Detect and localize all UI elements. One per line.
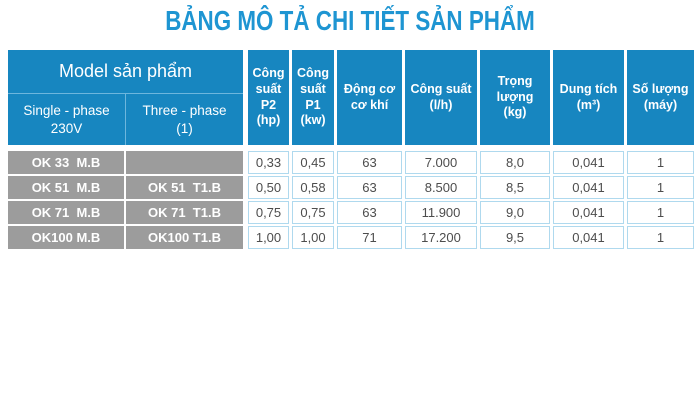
spec-body: 0,33 0,45 63 7.000 8,0 0,041 1 0,50 0,58…: [248, 151, 694, 249]
spec-value-cell: 8,5: [480, 176, 550, 199]
spec-value-cell: 0,041: [553, 226, 624, 249]
spec-value-cell: 0,041: [553, 201, 624, 224]
spec-value-cell: 1,00: [292, 226, 334, 249]
spec-value-cell: 0,45: [292, 151, 334, 174]
spec-value-cell: 1: [627, 176, 694, 199]
model-cell-single: OK 51 M.B: [8, 176, 124, 199]
spec-section: Công suất P2 (hp) Công suất P1 (kw) Động…: [248, 50, 694, 249]
column-header-three-phase: Three - phase (1): [125, 94, 243, 145]
spec-value-cell: 63: [337, 151, 402, 174]
table-row: OK100 M.B OK100 T1.B: [8, 226, 243, 249]
spec-value-cell: 11.900: [405, 201, 477, 224]
product-spec-table: Model sản phẩm Single - phase 230V Three…: [8, 50, 694, 253]
column-header-volume: Dung tích (m³): [553, 50, 624, 145]
model-rows: OK 33 M.B OK 51 M.B OK 51 T1.B OK 71 M.B…: [8, 151, 243, 249]
spec-value-cell: 1,00: [248, 226, 289, 249]
model-cell-single: OK100 M.B: [8, 226, 124, 249]
spec-value-cell: 63: [337, 176, 402, 199]
spec-header-row: Công suất P2 (hp) Công suất P1 (kw) Động…: [248, 50, 694, 145]
model-cell-three: OK 51 T1.B: [126, 176, 243, 199]
spec-value-cell: 0,75: [292, 201, 334, 224]
page-title: BẢNG MÔ TẢ CHI TIẾT SẢN PHẨM: [165, 5, 535, 36]
model-header-block: Model sản phẩm Single - phase 230V Three…: [8, 50, 243, 145]
spec-value-cell: 71: [337, 226, 402, 249]
table-row: OK 51 M.B OK 51 T1.B: [8, 176, 243, 199]
spec-value-cell: 1: [627, 151, 694, 174]
spec-value-cell: 17.200: [405, 226, 477, 249]
spec-value-cell: 8,0: [480, 151, 550, 174]
column-header-motor: Động cơ cơ khí: [337, 50, 402, 145]
spec-value-cell: 0,33: [248, 151, 289, 174]
spec-value-cell: 0,58: [292, 176, 334, 199]
model-cell-single: OK 33 M.B: [8, 151, 124, 174]
model-cell-three: OK100 T1.B: [126, 226, 243, 249]
column-header-power-p2: Công suất P2 (hp): [248, 50, 289, 145]
spec-value-cell: 0,041: [553, 151, 624, 174]
spec-value-cell: 0,041: [553, 176, 624, 199]
spec-value-cell: 1: [627, 226, 694, 249]
model-cell-three: OK 71 T1.B: [126, 201, 243, 224]
model-group-header: Model sản phẩm: [8, 50, 243, 94]
spec-value-cell: 9,0: [480, 201, 550, 224]
spec-value-cell: 9,5: [480, 226, 550, 249]
table-row: OK 71 M.B OK 71 T1.B: [8, 201, 243, 224]
spec-value-cell: 1: [627, 201, 694, 224]
column-header-flow-rate: Công suất (l/h): [405, 50, 477, 145]
spec-value-cell: 0,75: [248, 201, 289, 224]
column-header-weight: Trọng lượng (kg): [480, 50, 550, 145]
column-header-quantity: Số lượng (máy): [627, 50, 694, 145]
model-cell-three: [126, 151, 243, 174]
model-section: Model sản phẩm Single - phase 230V Three…: [8, 50, 243, 251]
model-subheader-row: Single - phase 230V Three - phase (1): [8, 94, 243, 145]
table-row: OK 33 M.B: [8, 151, 243, 174]
column-header-power-p1: Công suất P1 (kw): [292, 50, 334, 145]
spec-value-cell: 8.500: [405, 176, 477, 199]
page-header: BẢNG MÔ TẢ CHI TIẾT SẢN PHẨM: [0, 5, 700, 37]
spec-value-cell: 0,50: [248, 176, 289, 199]
column-header-single-phase: Single - phase 230V: [23, 102, 110, 136]
spec-value-cell: 63: [337, 201, 402, 224]
model-cell-single: OK 71 M.B: [8, 201, 124, 224]
spec-value-cell: 7.000: [405, 151, 477, 174]
